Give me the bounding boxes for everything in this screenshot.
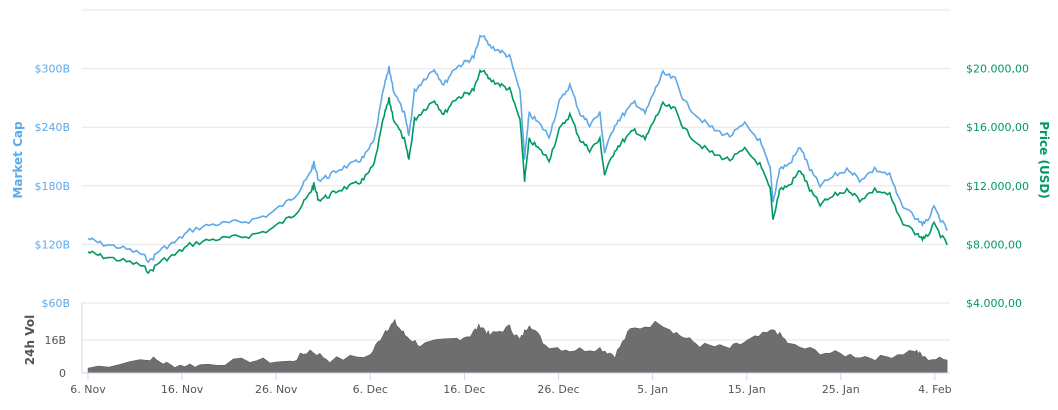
- x-tick-label: 26. Nov: [255, 383, 298, 396]
- volume-tick-label: 16B: [44, 334, 66, 347]
- left-tick-label: $300B: [34, 63, 70, 76]
- left-tick-label: $120B: [34, 238, 70, 251]
- x-tick-label: 26. Dec: [537, 383, 579, 396]
- gridlines: [82, 9, 950, 341]
- left-tick-label: $240B: [34, 121, 70, 134]
- volume-area: [87, 318, 948, 374]
- right-tick-label: $8.000,00: [966, 238, 1022, 251]
- volume-tick-label: 0: [59, 367, 66, 380]
- right-tick-label: $16.000,00: [966, 121, 1029, 134]
- x-tick-label: 5. Jan: [637, 383, 668, 396]
- volume-area-path: [87, 318, 948, 374]
- x-tick-label: 16. Dec: [443, 383, 485, 396]
- series-lines: [87, 34, 948, 275]
- price-line: [87, 68, 948, 275]
- x-tick-label: 6. Dec: [353, 383, 388, 396]
- volume-axis-title: 24h Vol: [23, 315, 37, 365]
- x-tick-label: 4. Feb: [918, 383, 951, 396]
- left-axis-title: Market Cap: [11, 121, 25, 199]
- right-tick-label: $12.000,00: [966, 180, 1029, 193]
- right-tick-label: $20.000,00: [966, 63, 1029, 76]
- left-tick-label: $60B: [41, 297, 70, 310]
- x-tick-label: 25. Jan: [822, 383, 860, 396]
- left-tick-label: $180B: [34, 180, 70, 193]
- x-tick-label: 6. Nov: [70, 383, 106, 396]
- right-axis-title: Price (USD): [1037, 121, 1051, 199]
- right-tick-label: $4.000,00: [966, 297, 1022, 310]
- market-cap-line: [87, 34, 948, 264]
- x-tick-label: 16. Nov: [161, 383, 204, 396]
- x-tick-label: 15. Jan: [728, 383, 766, 396]
- axes: $60B $120B $180B $240B $300B $4.000,00 $8.000,…: [34, 63, 1029, 396]
